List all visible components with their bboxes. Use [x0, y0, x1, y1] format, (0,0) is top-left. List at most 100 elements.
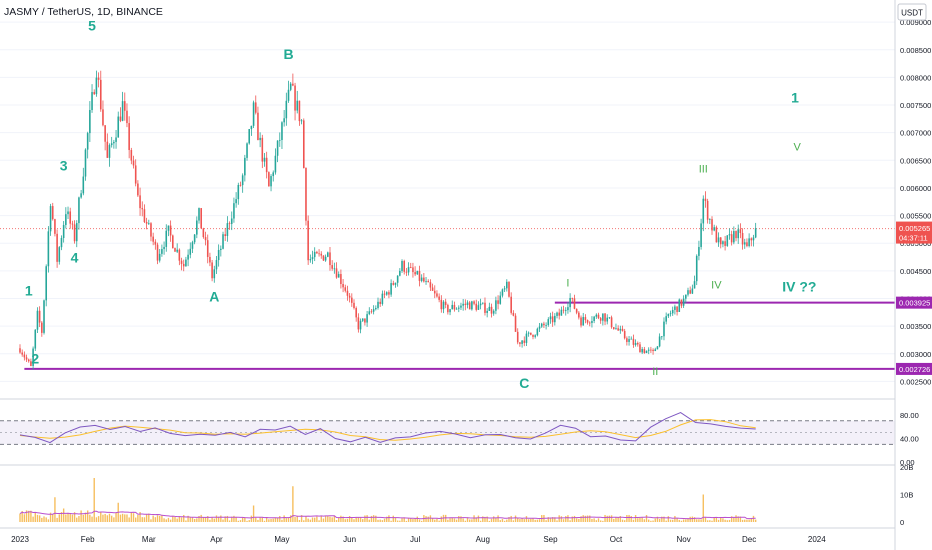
volume-bar: [506, 519, 508, 522]
volume-bar: [484, 516, 486, 522]
volume-bar: [549, 517, 552, 522]
volume-bar: [514, 515, 517, 522]
volume-bar: [303, 520, 305, 522]
volume-bar: [137, 515, 139, 522]
volume-bar: [534, 519, 536, 522]
candle-body: [706, 200, 709, 220]
volume-bar: [364, 515, 366, 522]
candle-body: [65, 214, 67, 225]
volume-bar: [69, 513, 71, 522]
candle-body: [224, 234, 227, 236]
volume-ma-line: [19, 510, 756, 520]
volume-bar: [599, 520, 602, 522]
candle-body: [152, 236, 154, 242]
price-axis[interactable]: 0.009000 0.008500 0.008000 0.007500 0.007000…: [900, 18, 931, 386]
volume-bar: [737, 516, 739, 522]
volume-bar: [377, 519, 379, 522]
candle-body: [47, 231, 50, 267]
volume-bar: [589, 515, 591, 522]
price-tick-label: 0.008000: [900, 73, 931, 82]
candle-body: [196, 220, 198, 235]
volume-bar: [573, 515, 576, 522]
candle-body: [674, 306, 676, 310]
candle-body: [342, 283, 344, 288]
volume-bar: [458, 516, 460, 522]
volume-bar: [259, 517, 261, 522]
volume-bar: [176, 518, 178, 522]
volume-axis[interactable]: 20B 10B 0: [900, 463, 913, 527]
candle-body: [667, 313, 670, 317]
candle-body: [298, 100, 301, 122]
volume-bar: [60, 512, 63, 522]
candle-body: [669, 313, 672, 315]
candle-body: [713, 227, 715, 231]
volume-bar: [700, 519, 702, 522]
candle-body: [471, 301, 473, 310]
volume-bar: [455, 519, 458, 522]
candle-body: [357, 317, 360, 330]
level-tag-label: 0.003925: [899, 299, 930, 308]
horizontal-levels[interactable]: [0, 228, 895, 370]
volume-bar: [292, 486, 294, 522]
candle-body: [185, 259, 187, 267]
volume-bar: [643, 519, 646, 522]
candle-body: [689, 290, 691, 294]
wave-label: V: [793, 141, 801, 153]
candle-body: [641, 349, 643, 353]
candle-body: [462, 303, 464, 306]
candle-body: [722, 241, 724, 245]
candle-body: [492, 310, 495, 314]
volume-bar: [202, 517, 205, 522]
candle-body: [385, 292, 388, 295]
volume-bar: [156, 515, 159, 522]
candle-body: [661, 336, 663, 338]
volume-bar: [316, 516, 318, 522]
volume-bar: [405, 520, 408, 522]
volume-bar: [372, 515, 375, 522]
candle-body: [320, 253, 323, 256]
candle-body: [93, 92, 96, 95]
volume-bar: [733, 517, 735, 522]
currency-button[interactable]: USDT: [897, 3, 927, 21]
candle-body: [444, 301, 447, 305]
volume-bar: [562, 519, 565, 522]
candle-body: [414, 272, 416, 275]
volume-bar: [344, 519, 346, 522]
candle-body: [41, 322, 43, 333]
volume-bar: [329, 516, 331, 522]
candle-body: [663, 321, 665, 337]
volume-bar: [355, 516, 357, 522]
candle-body: [372, 309, 375, 312]
candle-body: [748, 238, 750, 247]
volume-bar: [650, 520, 652, 522]
rsi-axis[interactable]: 80.00 40.00 0.00: [900, 411, 919, 467]
candle-body: [193, 234, 196, 243]
candle-body: [427, 281, 430, 283]
candle-body: [154, 241, 157, 245]
wave-label: 5: [88, 17, 96, 33]
volume-bar: [211, 517, 213, 522]
volume-bar: [538, 519, 541, 522]
volume-bar: [252, 505, 255, 522]
volume-bar: [148, 513, 150, 522]
volume-bar: [567, 515, 569, 522]
volume-bar: [383, 518, 386, 522]
candle-body: [466, 302, 469, 305]
candle-body: [110, 143, 113, 146]
time-tick-label: Aug: [476, 535, 490, 544]
volume-bar: [418, 519, 421, 522]
candle-body: [711, 219, 713, 231]
candle-body: [506, 281, 508, 289]
volume-bar: [717, 519, 720, 522]
candle-body: [571, 297, 574, 299]
price-tick-label: 0.003500: [900, 322, 931, 331]
volume-bar: [580, 516, 582, 522]
candle-body: [246, 143, 248, 158]
volume-bar: [359, 517, 362, 522]
time-axis[interactable]: 2023 Feb Mar Apr May Jun Jul Aug Sep Oct Nov Dec 202…: [11, 535, 826, 544]
price-tick-label: 0.006000: [900, 184, 931, 193]
candle-body: [440, 299, 443, 310]
volume-bar: [691, 516, 694, 522]
